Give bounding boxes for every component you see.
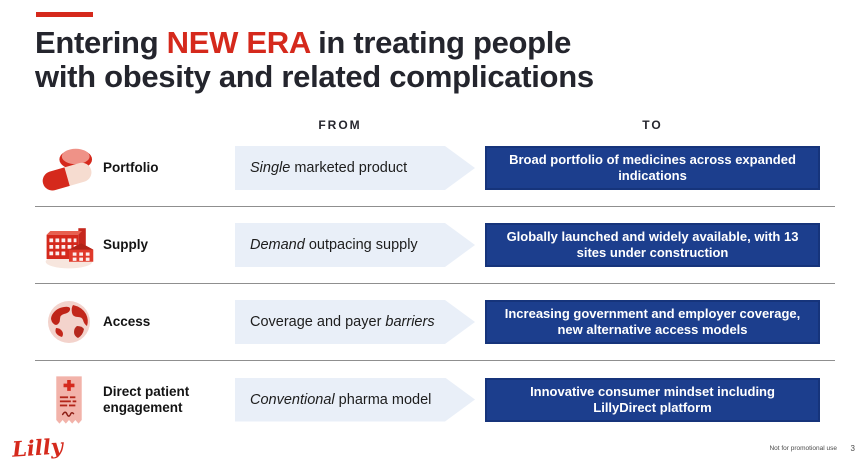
page-title: Entering NEW ERA in treating people with… [35, 26, 735, 94]
to-cell: Broad portfolio of medicines across expa… [485, 146, 820, 190]
prescription-icon [35, 374, 103, 426]
factory-icon [35, 220, 103, 270]
table-row: Direct patient engagement Conventional p… [35, 361, 835, 438]
title-line2: with obesity and related complications [35, 59, 594, 94]
accent-dash [36, 12, 93, 17]
column-headers: FROM TO [35, 118, 835, 132]
from-cell: Demand outpacing supply [235, 223, 475, 267]
title-suffix: in treating people [309, 25, 572, 60]
from-cell: Coverage and payer barriers [235, 300, 475, 344]
column-header-from: FROM [318, 118, 362, 132]
table-row: Portfolio Single marketed product Broad … [35, 130, 835, 207]
row-label: Direct patient engagement [103, 383, 190, 415]
title-prefix: Entering [35, 25, 167, 60]
to-cell: Globally launched and widely available, … [485, 223, 820, 267]
from-cell: Conventional pharma model [235, 377, 475, 422]
row-label: Supply [103, 237, 149, 252]
row-label: Access [103, 314, 151, 329]
to-cell: Innovative consumer mindset including Li… [485, 377, 820, 422]
lilly-logo: Lilly [11, 433, 64, 462]
from-cell: Single marketed product [235, 146, 475, 190]
table-row: Supply Demand outpacing supply Globally … [35, 207, 835, 284]
page-number: 3 [850, 444, 855, 453]
column-header-to: TO [642, 118, 663, 132]
from-to-table: Portfolio Single marketed product Broad … [35, 130, 835, 438]
disclaimer-text: Not for promotional use [769, 445, 837, 452]
to-cell: Increasing government and employer cover… [485, 300, 820, 344]
globe-icon [35, 297, 103, 347]
pills-icon [35, 144, 103, 192]
row-label: Portfolio [103, 160, 159, 175]
table-row: Access Coverage and payer barriers Incre… [35, 284, 835, 361]
title-highlight: NEW ERA [166, 25, 310, 60]
